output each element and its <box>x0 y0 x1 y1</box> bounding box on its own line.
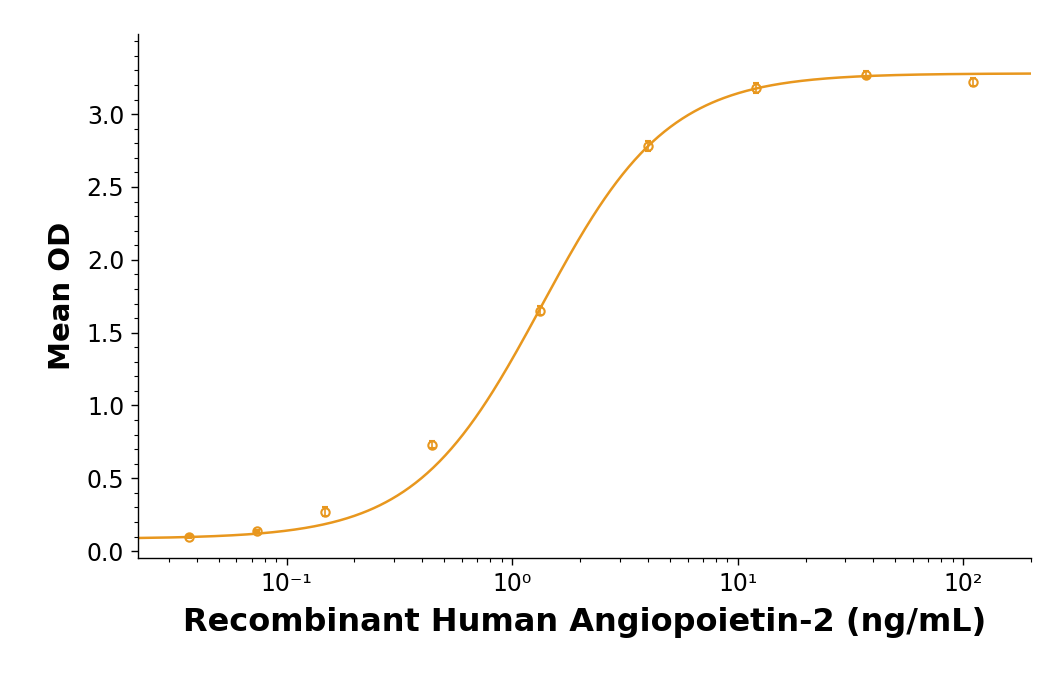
X-axis label: Recombinant Human Angiopoietin-2 (ng/mL): Recombinant Human Angiopoietin-2 (ng/mL) <box>183 607 986 638</box>
Y-axis label: Mean OD: Mean OD <box>48 222 75 370</box>
